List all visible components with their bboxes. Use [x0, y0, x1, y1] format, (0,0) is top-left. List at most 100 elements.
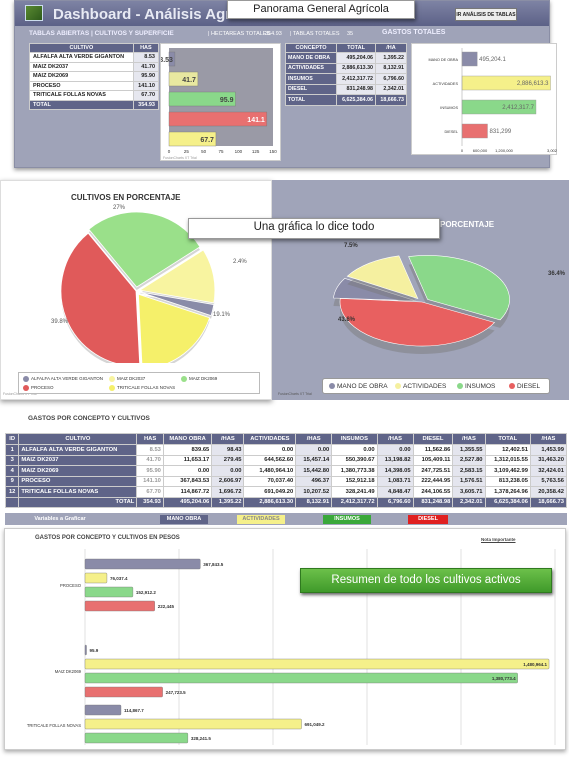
table-row[interactable]: DIESEL 831,248.98 2,342.01 [284, 83, 407, 95]
col-header: HAS [132, 43, 160, 53]
crop-name: TRITICALE FOLLAS NOVAS [29, 90, 134, 101]
analysis-tables-button[interactable]: IR ANÁLISIS DE TABLAS [455, 8, 517, 21]
table-row[interactable]: INSUMOS 2,412,317.72 6,796.60 [284, 73, 407, 85]
var-actividades-toggle[interactable]: ACTIVIDADES [237, 515, 285, 524]
bar-label: 2,412,317.7 [502, 105, 534, 111]
col-header: TOTAL [484, 433, 531, 445]
table-row[interactable]: PROCESO 141.10 [29, 80, 160, 91]
table-cell: 1,453.99 [529, 444, 568, 456]
bar-label: 495,204.1 [479, 57, 506, 63]
legend-item[interactable]: ACTIVIDADES [395, 383, 446, 390]
pie-slice [139, 291, 215, 317]
table-cell: 550,390.67 [331, 454, 378, 466]
legend-swatch [395, 383, 401, 390]
legend-label: INSUMOS [465, 383, 496, 390]
col-header: /HAS [211, 433, 245, 445]
bar-label: 95.9 [220, 97, 234, 104]
total-value: 6,625,384.06 [336, 94, 376, 106]
table-row[interactable]: MAIZ DK2069 95.90 [29, 71, 160, 82]
hectares-value: 354.93 [265, 31, 282, 37]
legend-swatch [23, 376, 29, 382]
category-label: MAIZ DK2069 [55, 669, 82, 674]
table-cell: 4 [4, 465, 20, 477]
table-row[interactable]: ACTIVIDADES 2,886,613.30 8,132.91 [284, 62, 407, 74]
bar [84, 732, 189, 744]
table-cell: 12 [4, 486, 20, 498]
table-cell: 15,457.14 [295, 454, 333, 466]
table-row[interactable]: ALFALFA ALTA VERDE GIGANTON 8.53 [29, 52, 160, 63]
col-header: /HAS [529, 433, 568, 445]
legend-item[interactable]: INSUMOS [457, 383, 495, 390]
table-cell: 13,198.82 [376, 454, 414, 466]
col-header: /HAS [295, 433, 333, 445]
table-cell: 328,241.49 [331, 486, 378, 498]
pie2-title: PORCENTAJE [440, 220, 495, 229]
tick-label: 50 [201, 149, 207, 154]
table-row[interactable]: 4 MAIZ DK2069 95.90 0.00 0.00 1,480,964.10 15,… [4, 465, 568, 477]
table-row[interactable]: 1 ALFALFA ALTA VERDE GIGANTON 8.53 839.65 98… [4, 444, 568, 456]
bar-label: 1,380,773.4 [492, 676, 516, 681]
table-row[interactable]: 12 TRITICALE FOLLAS NOVAS 67.70 114,867.72 1… [4, 486, 568, 498]
var-mano-obra-toggle[interactable]: MANO OBRA [160, 515, 208, 524]
col-header: /HAS [452, 433, 486, 445]
table-cell: 4,848.47 [376, 486, 414, 498]
legend-item[interactable]: PROCESO [23, 385, 54, 391]
pie-slice [333, 278, 416, 302]
table-cell: ALFALFA ALTA VERDE GIGANTON [18, 444, 138, 456]
table-cell: 495,204.06 [162, 496, 213, 508]
table-row[interactable]: MAIZ DK2037 41.70 [29, 61, 160, 72]
table-row[interactable]: MANO DE OBRA 495,204.06 1,395.22 [284, 52, 407, 64]
col-header: CULTIVO [18, 433, 138, 445]
var-insumos-toggle[interactable]: INSUMOS [323, 515, 371, 524]
table-cell: 10,207.52 [295, 486, 333, 498]
legend-item[interactable]: MAIZ DK2037 [109, 376, 145, 382]
variables-row: Variables a Graficar MANO OBRA ACTIVIDAD… [5, 513, 567, 525]
table-row[interactable]: 3 MAIZ DK2037 41.70 11,653.17 279.45 644,562.… [4, 454, 568, 466]
table-cell: 6,796.60 [376, 496, 414, 508]
total-per-ha: 18,666.73 [375, 94, 407, 106]
table-cell: 691,049.20 [243, 486, 297, 498]
slice-label: 7.5% [344, 243, 358, 249]
table-cell: 644,562.60 [243, 454, 297, 466]
legend-item[interactable]: MAIZ DK2069 [181, 376, 217, 382]
bar [84, 686, 163, 698]
pie-slice [60, 232, 141, 363]
nota-importante-link[interactable]: Nota Importante [481, 537, 516, 542]
slice-label: 27% [113, 205, 126, 211]
legend-label: MAIZ DK2037 [117, 376, 146, 382]
legend-item[interactable]: DIESEL [509, 383, 540, 390]
callout-grafica: Una gráfica lo dice todo [188, 218, 440, 239]
table-cell: 1,083.71 [376, 475, 414, 487]
table-cell: 3,109,462.99 [484, 465, 531, 477]
table-cell: 2,412,317.72 [331, 496, 378, 508]
col-header: DIESEL [412, 433, 454, 445]
legend-item[interactable]: ALFALFA ALTA VERDE GIGANTON [23, 376, 103, 382]
concept-table: CONCEPTO TOTAL/HA MANO DE OBRA 495,204.06 1… [284, 43, 407, 106]
table-row[interactable]: TRITICALE FOLLAS NOVAS 67.70 [29, 90, 160, 101]
table-cell: 5,763.56 [529, 475, 568, 487]
tick-label: 0 [168, 149, 171, 154]
crop-name: MAIZ DK2037 [29, 61, 134, 72]
table-cell: 813,238.05 [484, 475, 531, 487]
var-diesel-toggle[interactable]: DIESEL [408, 515, 448, 524]
table-cell: 1,576.51 [452, 475, 486, 487]
bar-label: 222,445 [158, 604, 175, 609]
pie-slice [346, 255, 419, 300]
total-row: TOTAL 6,625,384.06 18,666.73 [284, 94, 407, 106]
bar-label: 831,299 [489, 129, 511, 135]
tick-label: 125 [252, 149, 260, 154]
pie-slice [138, 249, 216, 304]
table-cell: 0.00 [243, 444, 297, 456]
legend-label: ALFALFA ALTA VERDE GIGANTON [31, 376, 104, 382]
legend-item[interactable]: TRITICALE FOLLAS NOVAS [109, 385, 175, 391]
legend-swatch [181, 376, 187, 382]
table-cell [4, 496, 20, 508]
legend-swatch [109, 385, 115, 391]
legend-item[interactable]: MANO DE OBRA [329, 383, 388, 390]
bar-label: 114,867.7 [124, 708, 144, 713]
bottom-bar-svg: PROCESO 367,843.5 76,037.4 152,912.2 222,445… [27, 549, 556, 745]
table-cell: 105,409.11 [412, 454, 454, 466]
tables-value: 35 [347, 31, 354, 37]
bar [461, 51, 478, 67]
table-row[interactable]: 9 PROCESO 141.10 367,843.53 2,606.97 70,037.4… [4, 475, 568, 487]
